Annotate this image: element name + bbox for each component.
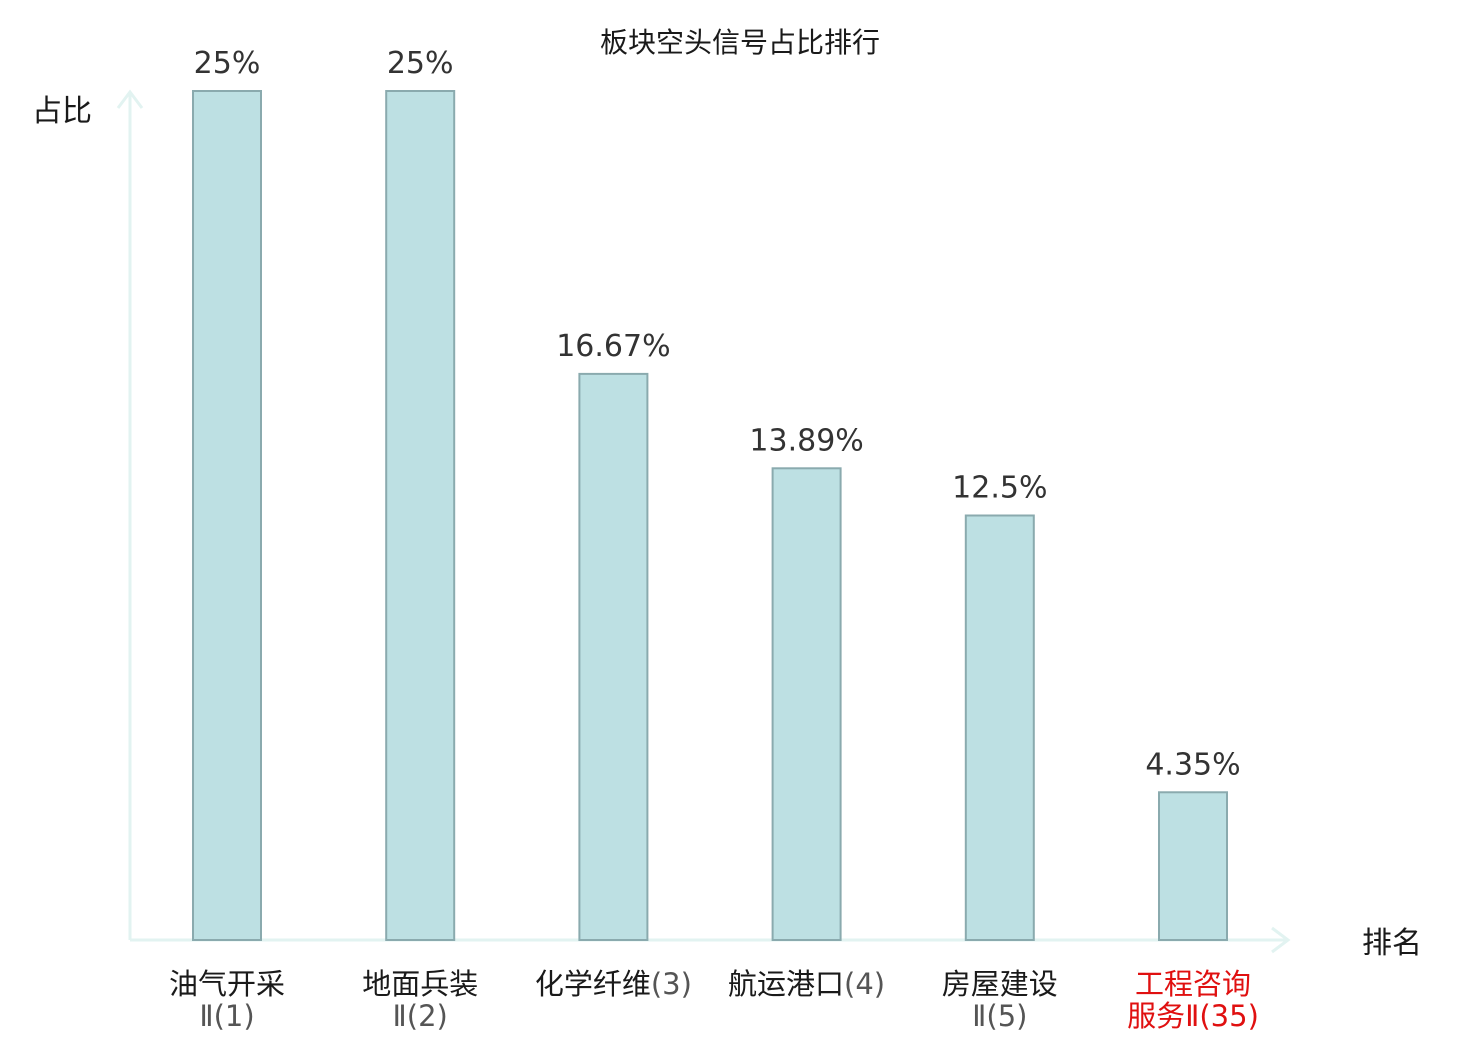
category-label-line1: 化学纤维(3) — [535, 967, 692, 1001]
category-label-line1: 航运港口(4) — [728, 967, 885, 1001]
bar-value-label: 13.89% — [749, 423, 863, 458]
x-axis-label: 排名 — [1362, 926, 1422, 961]
bar — [192, 90, 262, 941]
x-axis-arrow-icon — [1271, 926, 1291, 954]
category-label-line1: 房屋建设 — [942, 967, 1058, 1001]
bar-series — [192, 90, 1228, 942]
y-axis-arrow-icon — [116, 89, 144, 109]
chart-title: 板块空头信号占比排行 — [600, 26, 880, 59]
bar — [1158, 791, 1228, 941]
y-axis-label: 占比 — [32, 94, 92, 129]
bar — [578, 372, 649, 942]
category-label-line2: Ⅱ(5) — [972, 999, 1027, 1033]
category-label-line2: Ⅱ(1) — [199, 999, 254, 1033]
bar — [964, 514, 1035, 941]
bar-value-label: 25% — [194, 46, 261, 81]
bar-value-label: 16.67% — [556, 329, 670, 364]
category-label-line1: 地面兵装 — [362, 967, 478, 1001]
category-label-line1: 油气开采 — [169, 967, 285, 1001]
bar-value-label: 4.35% — [1145, 747, 1240, 782]
bar — [771, 467, 842, 941]
bar — [385, 90, 456, 941]
bar-value-label: 12.5% — [952, 471, 1047, 506]
category-label-line2: Ⅱ(2) — [393, 999, 448, 1033]
category-label-line2: 服务Ⅱ(35) — [1127, 999, 1259, 1033]
value-labels: 25% 25% 16.67% 13.89% 12.5% 4.35% — [194, 46, 1241, 782]
bar-value-label: 25% — [387, 46, 454, 81]
category-label-line1: 工程咨询 — [1135, 967, 1251, 1001]
